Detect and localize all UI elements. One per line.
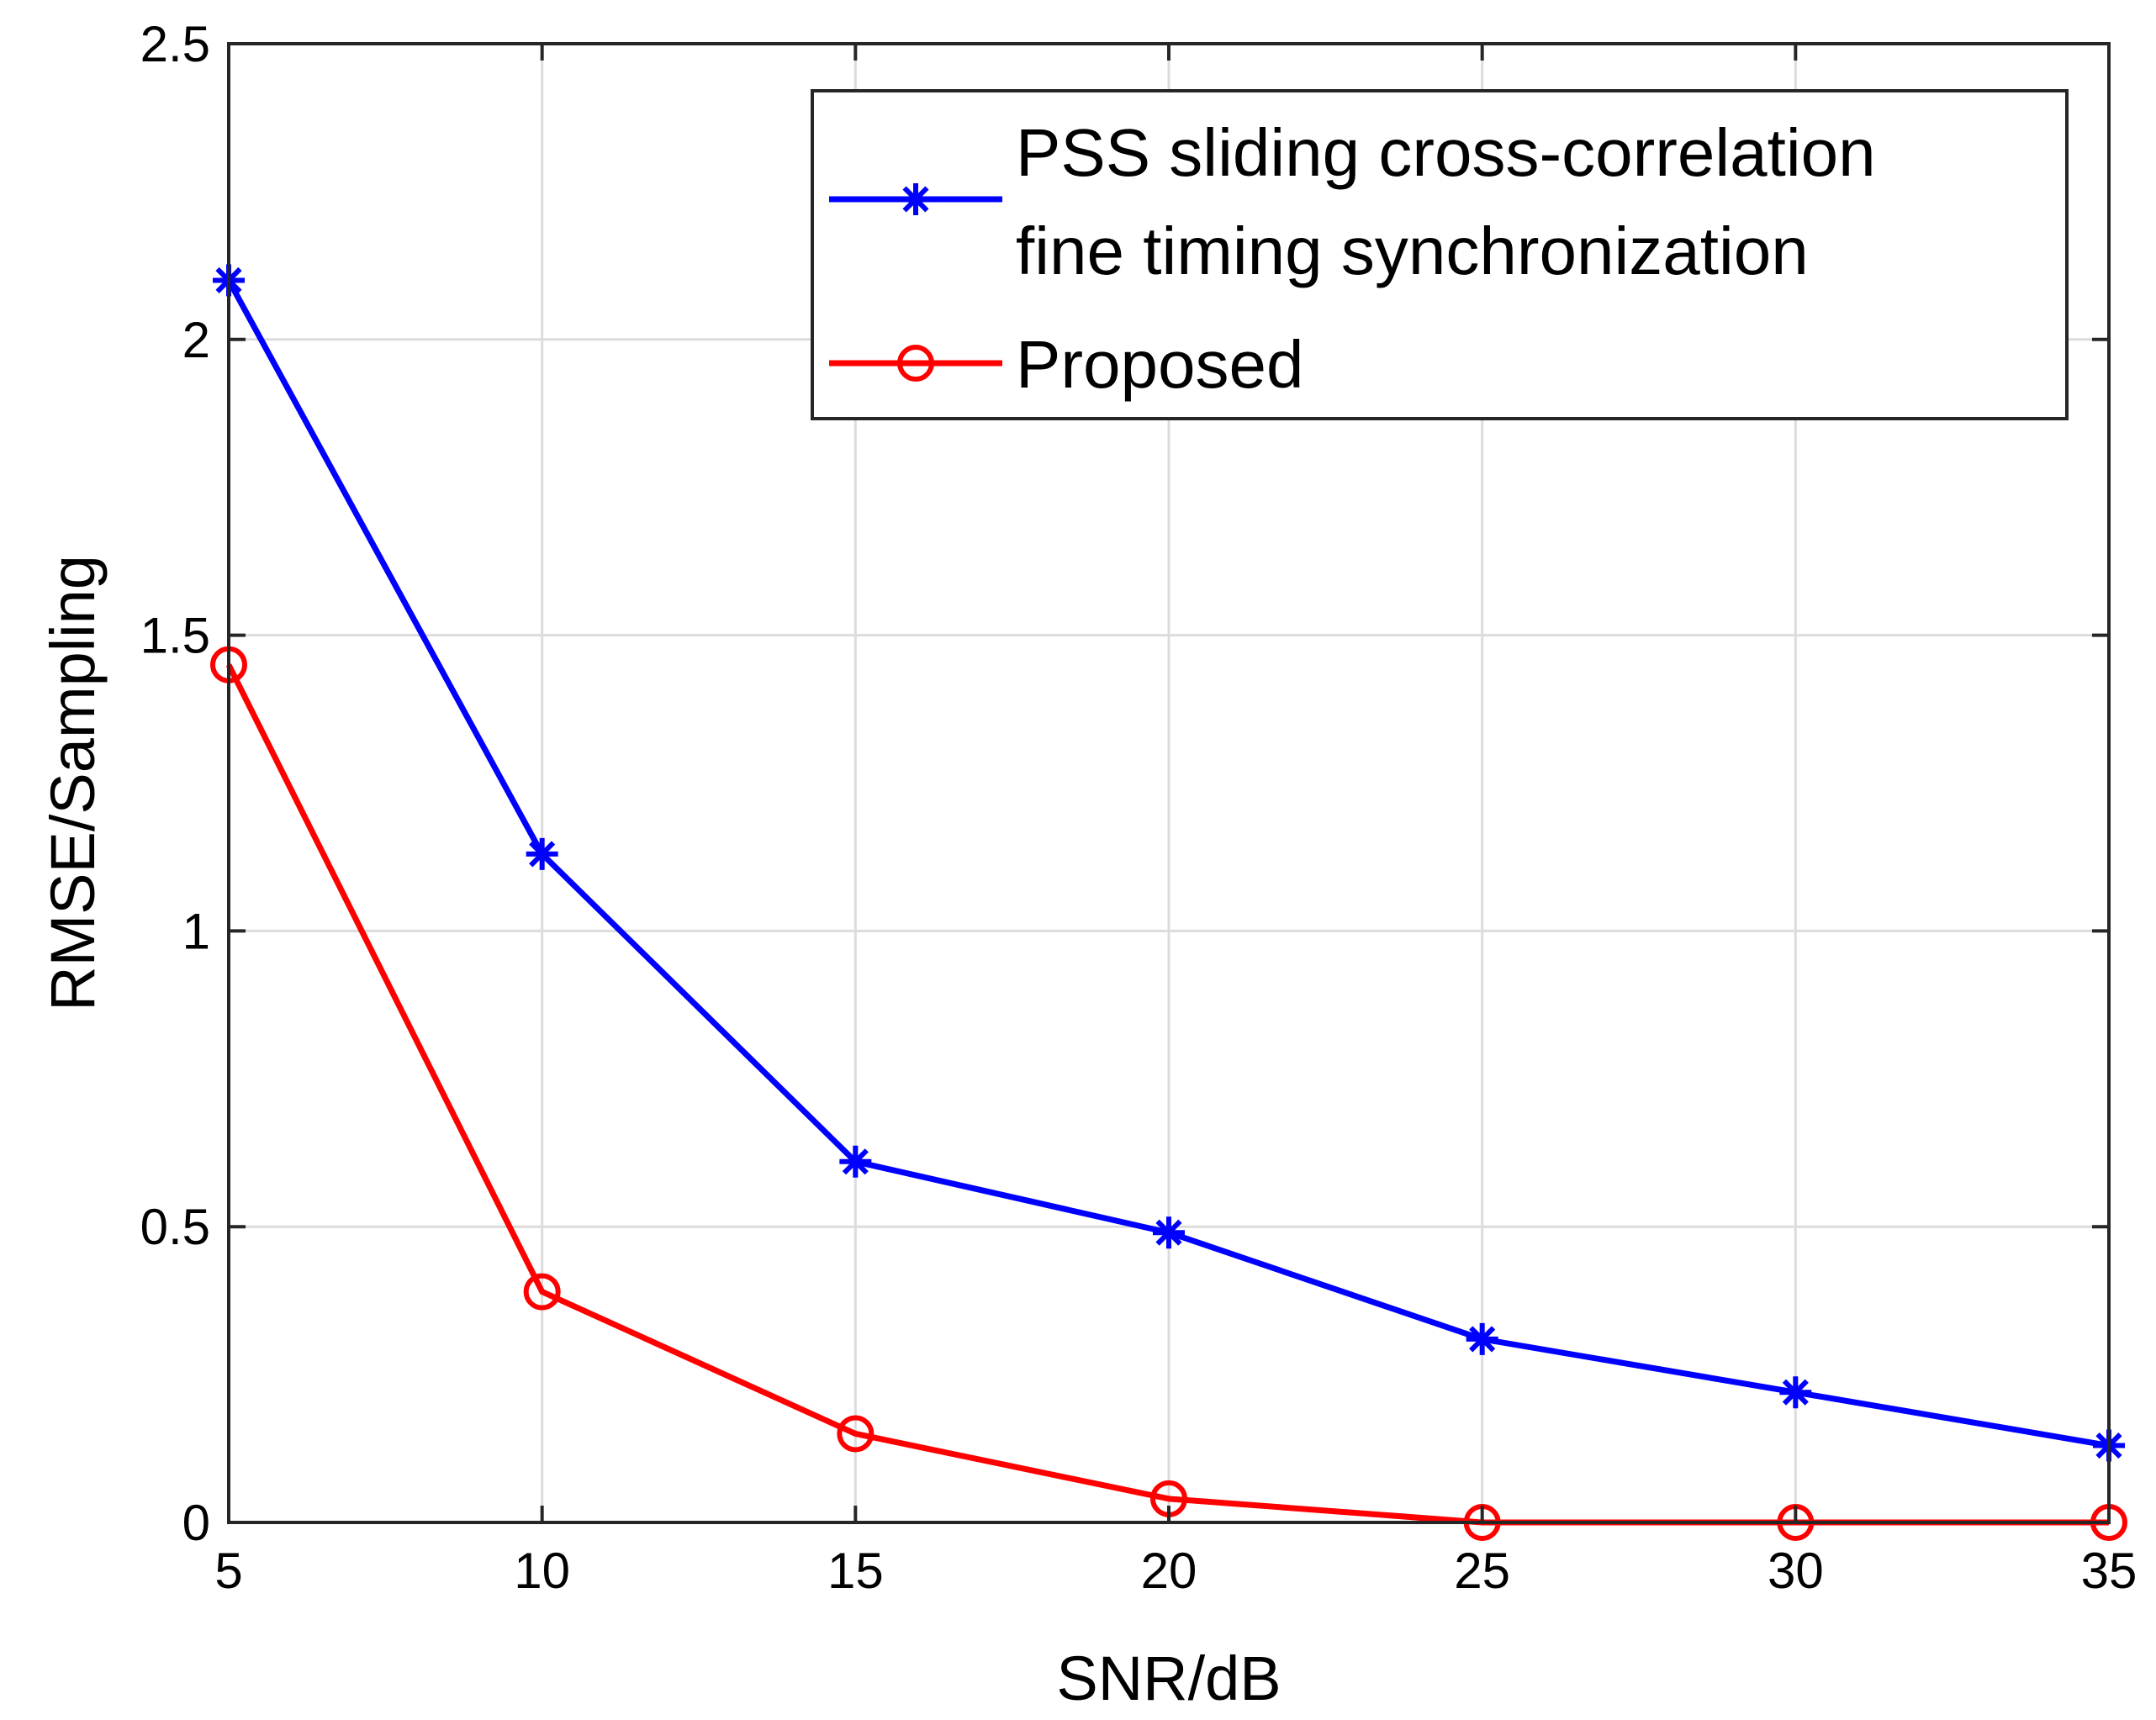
y-tick-label: 0 <box>182 1495 210 1551</box>
legend: PSS sliding cross-correlation fine timing… <box>811 89 2069 420</box>
data-point-series-1 <box>839 1145 872 1178</box>
data-point-series-1 <box>526 837 558 870</box>
x-tick-label: 25 <box>1454 1543 1510 1599</box>
y-tick-label: 0.5 <box>140 1199 210 1255</box>
legend-label-2: Proposed <box>1016 327 1303 402</box>
y-tick-label: 1.5 <box>140 608 210 664</box>
y-axis-label: RMSE/Sampling <box>38 555 108 1011</box>
x-tick-label: 10 <box>514 1543 570 1599</box>
legend-marker-2 <box>897 345 934 382</box>
data-point-series-1 <box>1779 1376 1812 1409</box>
x-tick-label: 5 <box>214 1543 242 1599</box>
tick-labels: 5 10 15 20 25 30 35 0 0.5 1 1.5 2 2.5 <box>140 16 2138 1599</box>
legend-label-1: PSS sliding cross-correlation <box>1016 115 1876 190</box>
x-tick-label: 35 <box>2081 1543 2138 1599</box>
data-point-series-1 <box>1466 1322 1498 1355</box>
x-axis-label: SNR/dB <box>1056 1643 1281 1713</box>
axis-ticks <box>227 42 2111 1524</box>
data-point-series-2 <box>837 1415 875 1453</box>
legend-box <box>811 89 2069 420</box>
data-point-series-2 <box>523 1273 561 1311</box>
legend-label-1: fine timing synchronization <box>1016 214 1809 288</box>
y-tick-label: 2 <box>182 312 210 368</box>
data-point-series-1 <box>1153 1216 1185 1249</box>
y-tick-label: 1 <box>182 903 210 959</box>
x-tick-label: 30 <box>1768 1543 1824 1599</box>
x-tick-label: 15 <box>827 1543 884 1599</box>
legend-marker-1 <box>900 183 932 215</box>
y-tick-label: 2.5 <box>140 16 210 72</box>
x-tick-label: 20 <box>1141 1543 1197 1599</box>
